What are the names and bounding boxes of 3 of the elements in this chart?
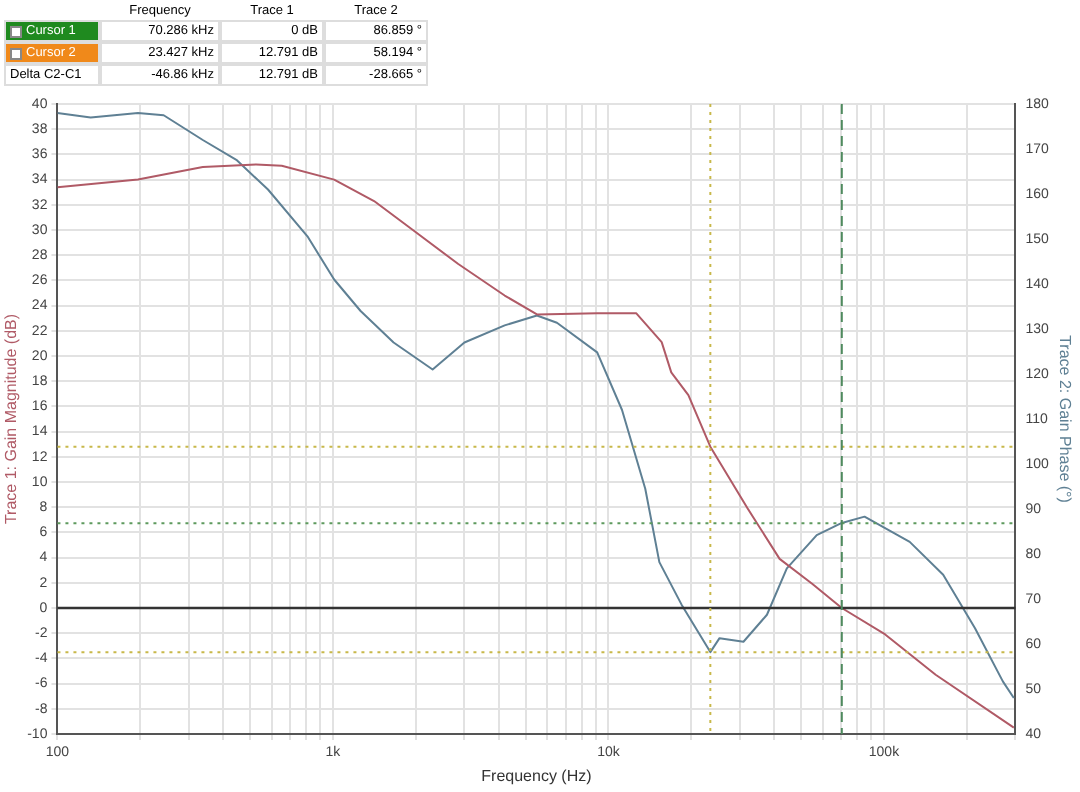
y2-axis-title: Trace 2: Gain Phase (°) (1055, 335, 1074, 504)
x-axis-title: Frequency (Hz) (481, 766, 593, 785)
y-axis-title: Trace 1: Gain Magnitude (dB) (2, 313, 21, 525)
